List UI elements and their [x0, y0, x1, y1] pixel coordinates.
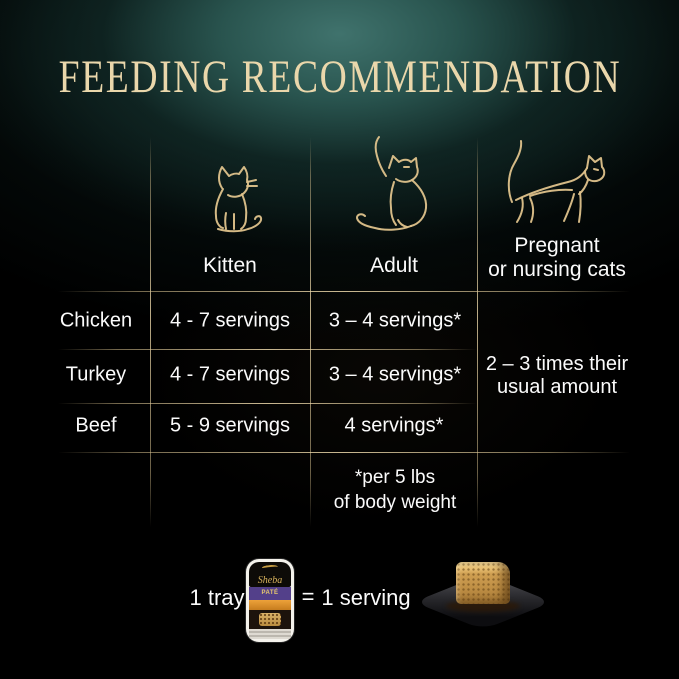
- column-header-kitten: Kitten: [203, 254, 257, 277]
- serving-count-label: 1 serving: [321, 585, 411, 610]
- sheba-brand-text: Sheba: [257, 575, 283, 586]
- table-grid-hline-3: [58, 403, 477, 404]
- flavor-band: [249, 600, 291, 610]
- cell-chicken-kitten: 4 - 7 servings: [169, 309, 291, 332]
- cell-turkey-adult: 3 – 4 servings*: [328, 363, 462, 386]
- cell-pregnant-amount: 2 – 3 times their usual amount: [452, 353, 662, 399]
- table-grid-vline-2: [310, 137, 311, 527]
- table-grid-hline-1: [58, 291, 630, 292]
- row-label-beef: Beef: [75, 414, 117, 437]
- row-label-chicken: Chicken: [59, 309, 133, 332]
- adult-cat-icon: [356, 136, 428, 231]
- column-header-pregnant-line1: Pregnant: [514, 234, 600, 257]
- equals-sign: =: [301, 584, 315, 609]
- product-tray-image: Sheba PATÉ: [246, 559, 294, 642]
- table-grid-vline-1: [150, 137, 151, 527]
- footnote: *per 5 lbs of body weight: [290, 465, 500, 515]
- sheba-swash-icon: [261, 563, 279, 572]
- table-grid-vline-3: [477, 137, 478, 527]
- page-title: FEEDING RECOMMENDATION: [58, 51, 621, 103]
- tray-fineprint: [249, 629, 291, 639]
- walking-cat-icon: [507, 140, 606, 223]
- pate-band: PATÉ: [249, 587, 291, 600]
- tray-food-photo: [249, 610, 291, 629]
- table-grid-hline-4: [58, 452, 630, 453]
- cell-pregnant-amount-line2: usual amount: [496, 376, 618, 398]
- row-label-turkey: Turkey: [65, 363, 127, 386]
- footnote-line1: *per 5 lbs: [354, 467, 436, 488]
- column-header-pregnant-line2: or nursing cats: [488, 258, 626, 281]
- tray-count-label: 1 tray: [189, 585, 245, 610]
- cell-beef-kitten: 5 - 9 servings: [169, 414, 291, 437]
- cell-beef-adult: 4 servings*: [344, 414, 444, 437]
- cell-pregnant-amount-line1: 2 – 3 times their: [485, 353, 629, 375]
- kitten-cat-icon: [214, 166, 263, 233]
- tray-food-blob: [259, 613, 281, 626]
- column-header-adult: Adult: [370, 254, 418, 277]
- serving-plate-image: [413, 560, 553, 632]
- column-header-pregnant: Pregnant or nursing cats: [452, 234, 662, 282]
- cell-chicken-adult: 3 – 4 servings*: [328, 309, 462, 332]
- cell-turkey-kitten: 4 - 7 servings: [169, 363, 291, 386]
- table-grid-hline-2: [58, 349, 477, 350]
- sheba-logo: Sheba: [249, 562, 291, 587]
- pate-serving: [456, 562, 510, 604]
- footnote-line2: of body weight: [333, 492, 457, 513]
